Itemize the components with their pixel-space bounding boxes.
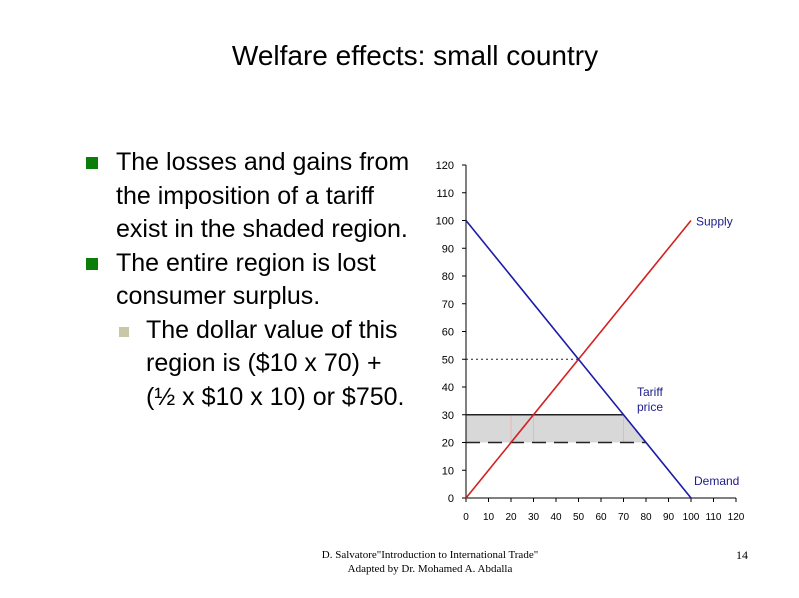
y-tick-label: 30 bbox=[442, 410, 454, 422]
x-tick-label: 120 bbox=[728, 512, 745, 523]
x-tick-label: 20 bbox=[505, 512, 517, 523]
footer-line-2: Adapted by Dr. Mohamed A. Abdalla bbox=[347, 563, 513, 575]
slide-title: Welfare effects: small country bbox=[231, 40, 599, 71]
y-tick-label: 20 bbox=[442, 438, 454, 450]
tariff-welfare-chart: 0 10 20 30 40 50 60 70 80 90 100 110 120 0 10 20 30 40 50 6… bbox=[436, 160, 745, 523]
sub-bullet-text: The dollar value of this region is ($10 … bbox=[146, 315, 405, 411]
x-tick-label: 0 bbox=[463, 512, 469, 523]
x-tick-label: 30 bbox=[528, 512, 540, 523]
x-tick-label: 110 bbox=[706, 512, 722, 523]
x-tick-label: 100 bbox=[683, 512, 700, 523]
sub-bullet-item: The dollar value of this region is ($10 … bbox=[84, 314, 414, 415]
bullet-list: The losses and gains from the imposition… bbox=[84, 146, 414, 414]
tariff-price-label: price bbox=[637, 400, 663, 414]
y-tick-label: 80 bbox=[442, 271, 454, 283]
x-tick-label: 80 bbox=[640, 512, 652, 523]
y-tick-label: 60 bbox=[442, 327, 454, 339]
demand-label: Demand bbox=[694, 474, 739, 488]
y-tick-label: 100 bbox=[436, 216, 454, 228]
tariff-price-label: Tariff bbox=[637, 385, 663, 399]
square-bullet-icon bbox=[86, 257, 98, 270]
square-sub-bullet-icon bbox=[119, 326, 129, 337]
y-tick-label: 10 bbox=[442, 465, 454, 477]
y-tick-label: 70 bbox=[442, 299, 454, 311]
supply-label: Supply bbox=[696, 215, 733, 229]
y-tick-label: 50 bbox=[442, 354, 454, 366]
x-tick-label: 50 bbox=[573, 512, 585, 523]
y-tick-label: 120 bbox=[436, 160, 454, 172]
y-tick-label: 40 bbox=[442, 382, 454, 394]
bullet-item: The entire region is lost consumer surpl… bbox=[84, 247, 414, 314]
footer-citation: D. Salvatore"Introduction to Internation… bbox=[300, 548, 560, 576]
y-tick-label: 0 bbox=[448, 493, 454, 505]
bullet-item: The losses and gains from the imposition… bbox=[84, 146, 414, 247]
x-tick-label: 60 bbox=[595, 512, 607, 523]
y-tick-label: 110 bbox=[436, 188, 454, 200]
footer-line-1: D. Salvatore"Introduction to Internation… bbox=[321, 549, 539, 561]
x-tick-label: 90 bbox=[663, 512, 675, 523]
square-bullet-icon bbox=[86, 157, 98, 169]
page-number: 14 bbox=[736, 548, 748, 562]
x-tick-label: 40 bbox=[550, 512, 562, 523]
x-tick-label: 10 bbox=[483, 512, 495, 523]
demand-curve bbox=[465, 219, 692, 499]
x-tick-label: 70 bbox=[618, 512, 630, 523]
shaded-welfare-region bbox=[466, 414, 646, 443]
bullet-text: The losses and gains from the imposition… bbox=[116, 148, 410, 243]
bullet-text: The entire region is lost consumer surpl… bbox=[116, 248, 376, 311]
y-tick-label: 90 bbox=[442, 243, 454, 255]
